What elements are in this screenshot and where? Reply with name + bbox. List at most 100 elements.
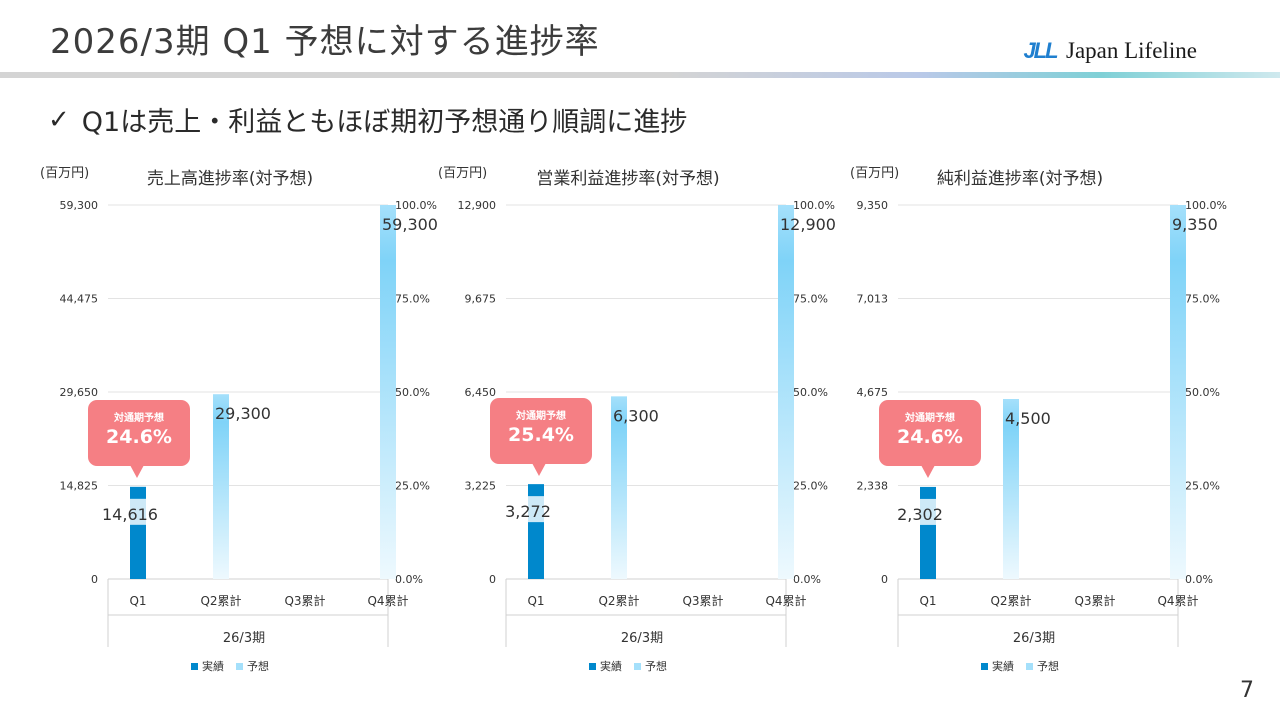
chart-svg: 0 0.0% 2,338 25.0% 4,675 50.0% 7,013 75.0% 9,350… — [857, 199, 1227, 647]
chart-panel-operating-profit: 0 0.0% 3,225 25.0% 6,450 50.0% 9,675 75.0% 12,90… — [438, 150, 848, 690]
callout-value: 24.6% — [897, 426, 963, 448]
logo-text: Japan Lifeline — [1066, 38, 1197, 63]
chart-legend: 実績 予想 — [438, 658, 818, 674]
chart-panel-net-income: 0 0.0% 2,338 25.0% 4,675 50.0% 7,013 75.0% 9,350… — [830, 150, 1240, 690]
y-tick-label: 0 — [881, 573, 888, 586]
legend-label-forecast: 予想 — [645, 660, 667, 673]
y-tick-label: 9,350 — [857, 199, 889, 212]
y2-tick-label: 50.0% — [793, 386, 828, 399]
period-label: 26/3期 — [222, 631, 266, 646]
data-label: 9,350 — [1172, 215, 1218, 234]
period-label: 26/3期 — [1012, 631, 1056, 646]
y-tick-label: 7,013 — [857, 293, 889, 306]
x-tick-label: Q4累計 — [367, 593, 408, 608]
chart-svg: 0 0.0% 14,825 25.0% 29,650 50.0% 44,475 75.0% 59… — [60, 199, 438, 647]
x-tick-label: Q3累計 — [682, 593, 723, 608]
data-label: 12,900 — [780, 215, 836, 234]
chart-legend: 実績 予想 — [830, 658, 1210, 674]
x-tick-label: Q4累計 — [1157, 593, 1198, 608]
x-tick-label: Q1 — [129, 594, 146, 608]
legend-swatch-forecast — [236, 662, 243, 670]
callout-label: 対通期予想 — [905, 413, 955, 424]
progress-callout: 対通期予想 24.6% — [879, 400, 981, 478]
subtitle: ✓ Q1は売上・利益ともほぼ期初予想通り順調に進捗 — [48, 100, 687, 139]
legend-label-actual: 実績 — [992, 660, 1014, 673]
y2-tick-label: 75.0% — [395, 293, 430, 306]
chart-panel-sales: 0 0.0% 14,825 25.0% 29,650 50.0% 44,475 75.0% 59… — [40, 150, 450, 690]
legend-item-actual: 実績 — [589, 658, 622, 674]
y2-tick-label: 0.0% — [395, 573, 423, 586]
y-tick-label: 29,650 — [60, 386, 99, 399]
period-label: 26/3期 — [620, 631, 664, 646]
legend-swatch-forecast — [1026, 662, 1033, 670]
y-tick-label: 0 — [489, 573, 496, 586]
legend-item-actual: 実績 — [191, 658, 224, 674]
y-tick-label: 59,300 — [60, 199, 99, 212]
x-tick-label: Q4累計 — [765, 593, 806, 608]
bar-forecast — [380, 205, 396, 579]
y2-tick-label: 50.0% — [395, 386, 430, 399]
bar-forecast — [213, 394, 229, 579]
progress-callout: 対通期予想 25.4% — [490, 398, 592, 476]
y2-tick-label: 75.0% — [793, 293, 828, 306]
legend-swatch-forecast — [634, 662, 641, 670]
legend-item-forecast: 予想 — [1026, 658, 1059, 674]
data-label: 14,616 — [102, 505, 158, 524]
x-tick-label: Q1 — [919, 594, 936, 608]
y2-tick-label: 0.0% — [793, 573, 821, 586]
legend-label-forecast: 予想 — [247, 660, 269, 673]
legend-label-actual: 実績 — [202, 660, 224, 673]
legend-swatch-actual — [589, 662, 596, 670]
bar-label-band — [130, 498, 146, 525]
y2-tick-label: 100.0% — [1185, 199, 1227, 212]
data-label: 4,500 — [1005, 409, 1051, 428]
y-tick-label: 14,825 — [60, 480, 99, 493]
y2-tick-label: 0.0% — [1185, 573, 1213, 586]
data-label: 59,300 — [382, 215, 438, 234]
legend-swatch-actual — [981, 662, 988, 670]
subtitle-text: Q1は売上・利益ともほぼ期初予想通り順調に進捗 — [81, 107, 688, 138]
chart-legend: 実績 予想 — [40, 658, 420, 674]
callout-value: 25.4% — [508, 424, 574, 446]
company-logo: JLL Japan Lifeline — [1022, 36, 1197, 66]
y2-tick-label: 100.0% — [395, 199, 437, 212]
legend-item-forecast: 予想 — [634, 658, 667, 674]
legend-label-actual: 実績 — [600, 660, 622, 673]
x-tick-label: Q2累計 — [990, 593, 1031, 608]
bar-forecast — [611, 396, 627, 579]
unit-label: (百万円) — [40, 166, 90, 181]
y-tick-label: 3,225 — [465, 480, 497, 493]
bar-forecast — [778, 205, 794, 579]
unit-label: (百万円) — [438, 166, 488, 181]
y2-tick-label: 25.0% — [793, 480, 828, 493]
y-tick-label: 2,338 — [857, 480, 889, 493]
y2-tick-label: 25.0% — [395, 480, 430, 493]
y-tick-label: 12,900 — [458, 199, 497, 212]
y-tick-label: 6,450 — [465, 386, 497, 399]
x-tick-label: Q3累計 — [1074, 593, 1115, 608]
x-tick-label: Q2累計 — [200, 593, 241, 608]
x-tick-label: Q1 — [527, 594, 544, 608]
data-label: 6,300 — [613, 406, 659, 425]
x-tick-label: Q3累計 — [284, 593, 325, 608]
legend-item-actual: 実績 — [981, 658, 1014, 674]
progress-callout: 対通期予想 24.6% — [88, 400, 190, 478]
bar-forecast — [1170, 205, 1186, 579]
callout-label: 対通期予想 — [114, 413, 164, 424]
y2-tick-label: 75.0% — [1185, 293, 1220, 306]
check-icon: ✓ — [48, 104, 70, 135]
data-label: 29,300 — [215, 404, 271, 423]
chart-title: 売上高進捗率(対予想) — [146, 169, 314, 189]
legend-label-forecast: 予想 — [1037, 660, 1059, 673]
logo-mark: JLL — [1023, 38, 1058, 63]
unit-label: (百万円) — [850, 166, 900, 181]
data-label: 2,302 — [897, 505, 943, 524]
legend-swatch-actual — [191, 662, 198, 670]
bar-forecast — [1003, 399, 1019, 579]
data-label: 3,272 — [505, 502, 551, 521]
chart-svg: 0 0.0% 3,225 25.0% 6,450 50.0% 9,675 75.0% 12,90… — [458, 199, 836, 647]
legend-item-forecast: 予想 — [236, 658, 269, 674]
y-tick-label: 4,675 — [857, 386, 889, 399]
page-number: 7 — [1240, 678, 1254, 703]
chart-title: 純利益進捗率(対予想) — [936, 169, 1104, 189]
